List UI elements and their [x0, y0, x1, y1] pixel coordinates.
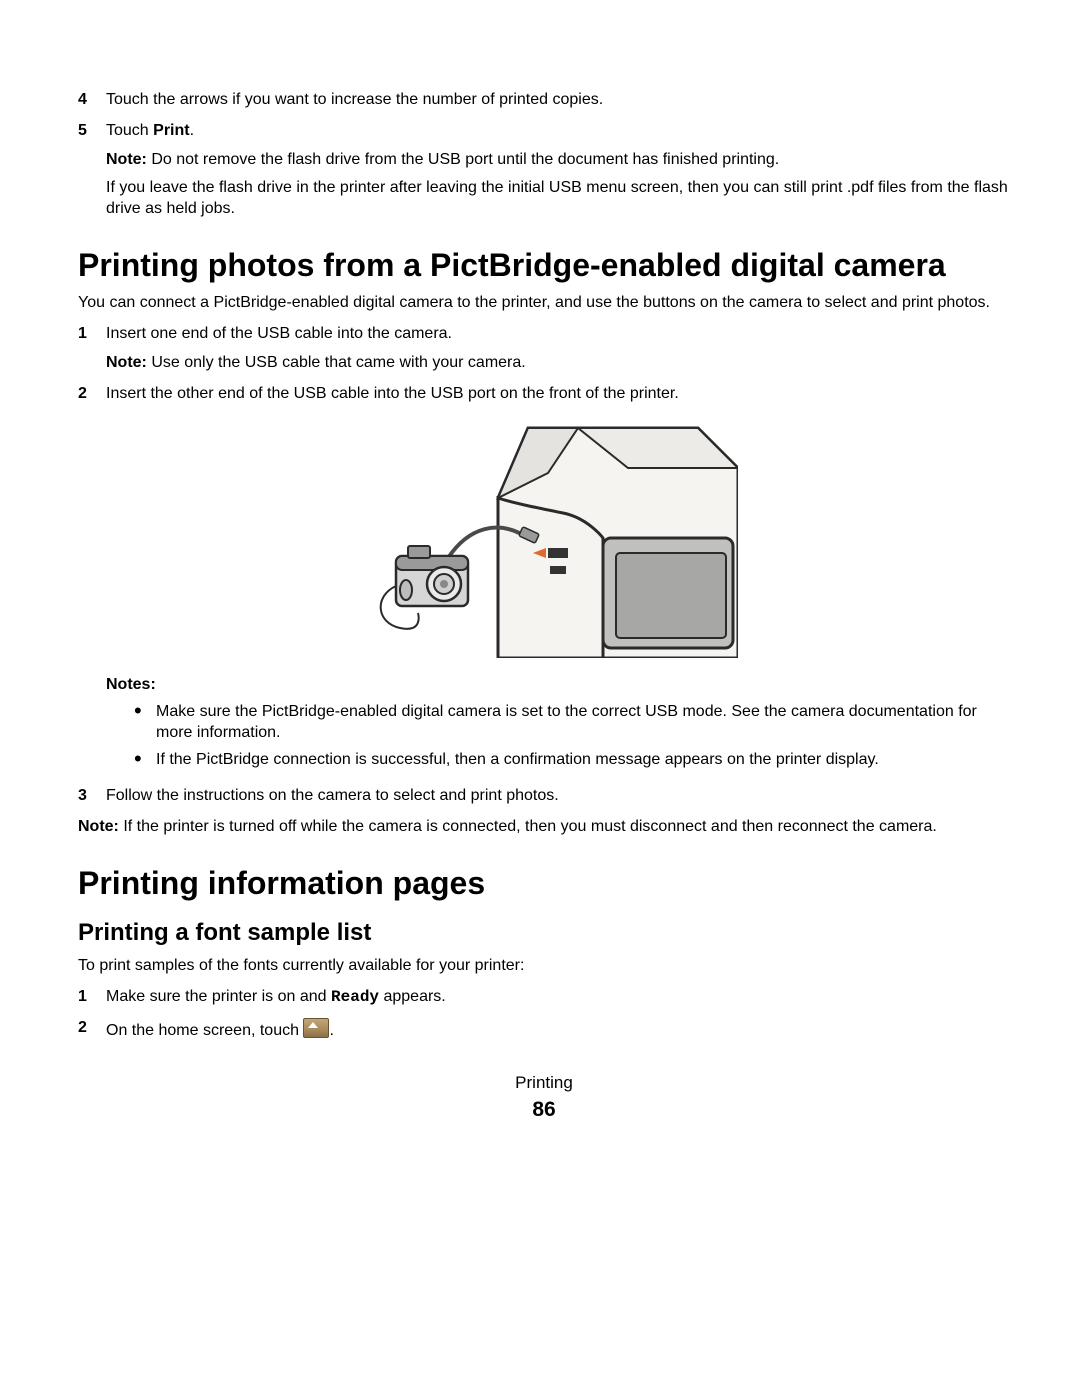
- step-number: 2: [78, 384, 106, 777]
- home-icon: [303, 1018, 329, 1038]
- step-text: Follow the instructions on the camera to…: [106, 786, 1010, 807]
- step-body: Insert the other end of the USB cable in…: [106, 384, 1010, 777]
- pb-step-3: 3 Follow the instructions on the camera …: [78, 786, 1010, 807]
- step-text: Insert one end of the USB cable into the…: [106, 325, 452, 342]
- printer-front: [498, 498, 603, 658]
- step-4: 4 Touch the arrows if you want to increa…: [78, 90, 1010, 111]
- step-number: 2: [78, 1018, 106, 1042]
- step-text-suffix: .: [329, 1022, 333, 1039]
- note-bullet-1: Make sure the PictBridge-enabled digital…: [134, 702, 1010, 744]
- step-body: Touch Print. Note: Do not remove the fla…: [106, 121, 1010, 220]
- ip-step-1: 1 Make sure the printer is on and Ready …: [78, 987, 1010, 1008]
- ip-step-2: 2 On the home screen, touch .: [78, 1018, 1010, 1042]
- camera-icon: [381, 546, 468, 629]
- step-text-suffix: appears.: [379, 988, 446, 1005]
- step-tail: If you leave the flash drive in the prin…: [106, 178, 1010, 220]
- note-bullet-2: If the PictBridge connection is successf…: [134, 750, 1010, 771]
- panel-screen: [616, 553, 726, 638]
- notes-label: Notes:: [106, 675, 1010, 696]
- step-number: 4: [78, 90, 106, 111]
- document-page: 4 Touch the arrows if you want to increa…: [0, 0, 1080, 1397]
- pb-step-2: 2 Insert the other end of the USB cable …: [78, 384, 1010, 777]
- step-number: 1: [78, 324, 106, 374]
- step-text-suffix: .: [190, 122, 194, 139]
- note-text: Do not remove the flash drive from the U…: [147, 151, 779, 168]
- usb-port-2: [550, 566, 566, 574]
- notes-label-text: Notes:: [106, 676, 156, 693]
- note-text: If the printer is turned off while the c…: [119, 818, 937, 835]
- pictbridge-intro: You can connect a PictBridge-enabled dig…: [78, 293, 1010, 314]
- step-body: Make sure the printer is on and Ready ap…: [106, 987, 1010, 1008]
- note-label: Note:: [78, 818, 119, 835]
- footer-section: Printing: [78, 1072, 1010, 1094]
- step-text-prefix: Touch: [106, 122, 153, 139]
- step-text-prefix: On the home screen, touch: [106, 1022, 303, 1039]
- ready-mono: Ready: [331, 988, 379, 1006]
- subheading-font-sample: Printing a font sample list: [78, 917, 1010, 948]
- pictbridge-final-note: Note: If the printer is turned off while…: [78, 817, 1010, 838]
- pb-step-1: 1 Insert one end of the USB cable into t…: [78, 324, 1010, 374]
- step-number: 3: [78, 786, 106, 807]
- step-text: Insert the other end of the USB cable in…: [106, 385, 679, 402]
- step-5: 5 Touch Print. Note: Do not remove the f…: [78, 121, 1010, 220]
- step-body: Insert one end of the USB cable into the…: [106, 324, 1010, 374]
- step-text-bold: Print: [153, 122, 189, 139]
- note-label: Note:: [106, 151, 147, 168]
- step-number: 5: [78, 121, 106, 220]
- note-label: Note:: [106, 354, 147, 371]
- infopages-intro: To print samples of the fonts currently …: [78, 956, 1010, 977]
- page-footer: Printing 86: [78, 1072, 1010, 1123]
- printer-camera-figure: [106, 418, 1010, 665]
- step-text-prefix: Make sure the printer is on and: [106, 988, 331, 1005]
- step-text: Touch the arrows if you want to increase…: [106, 90, 1010, 111]
- figure-svg: [378, 418, 738, 658]
- note-text: Use only the USB cable that came with yo…: [147, 354, 526, 371]
- step-number: 1: [78, 987, 106, 1008]
- step-note: Note: Do not remove the flash drive from…: [106, 150, 1010, 171]
- notes-bullets: Make sure the PictBridge-enabled digital…: [134, 702, 1010, 770]
- heading-infopages: Printing information pages: [78, 866, 1010, 901]
- pictbridge-steps: 1 Insert one end of the USB cable into t…: [78, 324, 1010, 807]
- continued-steps: 4 Touch the arrows if you want to increa…: [78, 90, 1010, 220]
- step-note: Note: Use only the USB cable that came w…: [106, 353, 1010, 374]
- step-body: On the home screen, touch .: [106, 1018, 1010, 1042]
- usb-port: [548, 548, 568, 558]
- footer-page-number: 86: [78, 1096, 1010, 1123]
- heading-pictbridge: Printing photos from a PictBridge-enable…: [78, 248, 1010, 283]
- infopages-steps: 1 Make sure the printer is on and Ready …: [78, 987, 1010, 1042]
